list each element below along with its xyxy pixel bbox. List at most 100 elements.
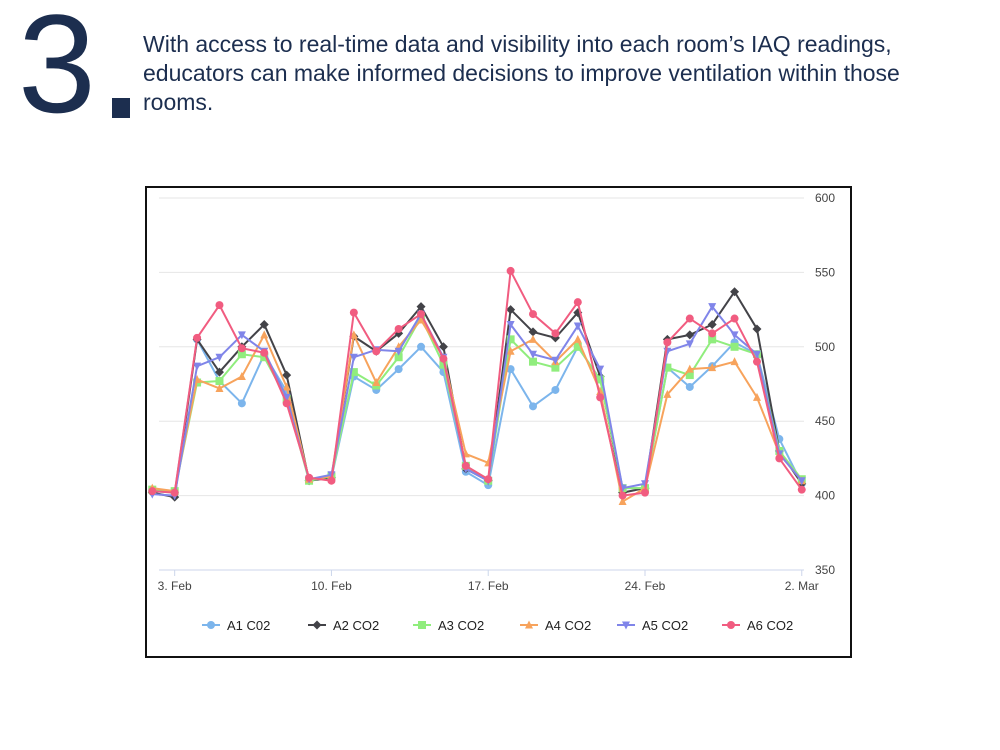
legend-item-4[interactable]: A4 CO2 xyxy=(520,618,591,633)
data-point xyxy=(663,338,672,347)
data-point xyxy=(573,342,582,351)
data-point xyxy=(730,287,740,297)
legend-item-3[interactable]: A3 CO2 xyxy=(413,618,484,633)
data-point xyxy=(618,497,627,506)
data-point xyxy=(193,333,202,342)
data-point xyxy=(305,473,314,482)
data-point xyxy=(193,362,202,371)
data-point xyxy=(417,315,426,324)
data-point xyxy=(551,329,560,338)
legend-item-1[interactable]: A1 C02 xyxy=(202,618,270,633)
data-point xyxy=(260,353,269,362)
data-point xyxy=(439,360,448,369)
data-point xyxy=(708,363,717,372)
y-axis: 350 400 450 500 550 600 xyxy=(815,191,835,577)
legend-label: A1 C02 xyxy=(227,618,270,633)
data-point xyxy=(506,266,515,275)
legend-item-6[interactable]: A6 CO2 xyxy=(722,618,793,633)
data-point xyxy=(461,461,470,470)
series-line xyxy=(151,319,803,503)
data-point xyxy=(573,298,582,307)
data-point xyxy=(528,327,538,337)
series-6 xyxy=(148,266,806,500)
data-point xyxy=(752,357,761,366)
legend-label: A6 CO2 xyxy=(747,618,793,633)
data-point xyxy=(573,322,582,331)
data-point xyxy=(663,363,672,372)
step-number-dot xyxy=(112,98,130,118)
x-axis: 3. Feb 10. Feb 17. Feb 24. Feb 2. Mar xyxy=(158,569,819,593)
series-3 xyxy=(148,313,806,496)
legend-label: A4 CO2 xyxy=(545,618,591,633)
data-point xyxy=(708,335,717,344)
y-tick-label-350: 350 xyxy=(815,563,835,577)
series-line xyxy=(151,269,803,497)
data-point xyxy=(685,314,694,323)
data-point xyxy=(573,334,582,343)
data-point xyxy=(529,334,538,343)
data-point xyxy=(259,319,269,329)
data-point xyxy=(237,350,246,359)
data-point xyxy=(170,488,179,497)
data-point xyxy=(237,399,246,408)
x-tick-label: 17. Feb xyxy=(468,579,509,593)
y-tick-label-550: 550 xyxy=(815,265,835,279)
data-point xyxy=(484,475,493,484)
data-point xyxy=(282,370,292,380)
data-point xyxy=(685,340,694,349)
data-point xyxy=(237,372,246,381)
step-number: 3 xyxy=(18,0,96,142)
legend-marker xyxy=(418,621,426,629)
data-point xyxy=(394,365,403,374)
data-point xyxy=(707,319,717,329)
series-line xyxy=(151,338,803,494)
data-point xyxy=(214,367,224,377)
data-point xyxy=(685,371,694,380)
data-point xyxy=(551,363,560,372)
data-point xyxy=(215,353,224,362)
data-point xyxy=(282,399,291,408)
data-point xyxy=(551,385,560,394)
legend-label: A2 CO2 xyxy=(333,618,379,633)
data-point xyxy=(529,402,538,411)
data-point xyxy=(349,330,358,339)
data-point xyxy=(797,485,806,494)
data-point xyxy=(394,324,403,333)
data-point xyxy=(752,392,761,401)
data-point xyxy=(438,342,448,352)
data-point xyxy=(282,393,291,402)
data-point xyxy=(596,393,605,402)
legend-marker xyxy=(312,620,322,630)
data-point xyxy=(573,308,583,318)
data-point xyxy=(148,487,157,496)
data-point xyxy=(797,477,806,486)
legend[interactable]: A1 C02 A2 CO2 A3 CO2 A4 CO2 A5 CO2 A6 CO2 xyxy=(202,618,793,633)
data-point xyxy=(506,346,515,355)
legend-item-2[interactable]: A2 CO2 xyxy=(308,618,379,633)
x-tick-label: 24. Feb xyxy=(625,579,666,593)
legend-item-5[interactable]: A5 CO2 xyxy=(617,618,688,633)
data-point xyxy=(640,488,649,497)
data-point xyxy=(506,305,516,315)
data-point xyxy=(730,331,739,340)
legend-marker xyxy=(622,621,630,630)
data-point xyxy=(215,383,224,392)
data-point xyxy=(215,301,224,310)
y-tick-label-600: 600 xyxy=(815,191,835,205)
data-point xyxy=(439,354,448,363)
data-point xyxy=(708,329,717,338)
data-point xyxy=(372,378,381,387)
data-point xyxy=(215,377,224,386)
legend-marker xyxy=(207,621,215,629)
legend-marker xyxy=(525,620,533,629)
data-point xyxy=(416,302,426,312)
data-point xyxy=(775,454,784,463)
series-lines xyxy=(147,266,807,506)
data-point xyxy=(394,347,403,356)
x-tick-label: 3. Feb xyxy=(158,579,192,593)
co2-line-chart: 3. Feb 10. Feb 17. Feb 24. Feb 2. Mar 350 400… xyxy=(147,191,835,633)
data-point xyxy=(551,356,560,365)
data-point xyxy=(730,342,739,351)
data-point xyxy=(730,357,739,366)
data-point xyxy=(417,310,426,319)
